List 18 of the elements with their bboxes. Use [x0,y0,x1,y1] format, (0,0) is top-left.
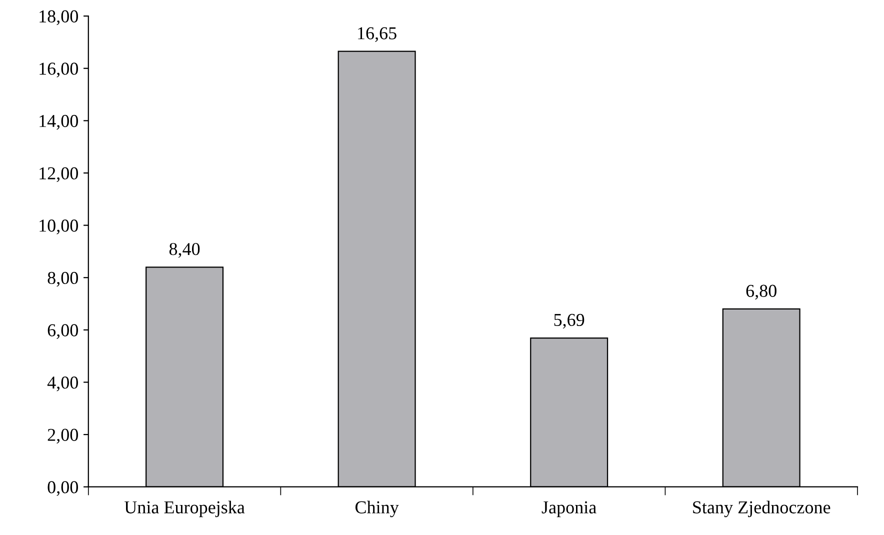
data-label: 16,65 [358,27,396,42]
y-tick-label: 8,00 [48,272,78,287]
x-tick-label: Unia Europejska [124,500,245,518]
x-tick-label: Chiny [355,500,399,518]
y-tick-label: 14,00 [40,114,78,130]
y-tick-label: 12,00 [40,167,78,182]
y-tick-label: 0,00 [48,481,78,496]
y-tick-label: 4,00 [47,376,78,392]
y-tick-label: 2,00 [48,428,78,444]
y-tick-label: 10,00 [40,220,78,234]
y-tick-label: 18,00 [40,10,78,26]
data-label: 6,80 [746,284,776,300]
x-tick-label: Japonia [542,501,596,518]
data-label: 5,69 [554,314,584,329]
y-tick-label: 16,00 [40,62,78,78]
y-tick-label: 6,00 [48,324,78,339]
data-label: 8,40 [169,242,200,258]
x-tick-label: Stany Zjednoczone [693,500,830,518]
